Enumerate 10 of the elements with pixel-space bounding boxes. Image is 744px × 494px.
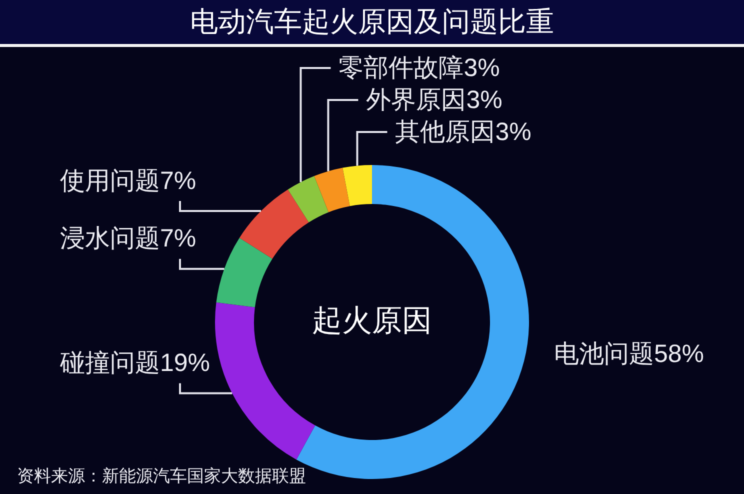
text: 资料来源：新能源汽车国家大数据联盟 bbox=[17, 466, 306, 486]
chart-title: 电动汽车起火原因及问题比重 bbox=[0, 0, 744, 47]
slice-label: 碰撞问题19% bbox=[59, 349, 210, 378]
slice-label: 浸水问题7% bbox=[60, 224, 196, 253]
slice-label: 外界原因3% bbox=[366, 86, 502, 114]
slice-label: 使用问题7% bbox=[60, 166, 196, 195]
slice-label: 电池问题58% bbox=[554, 340, 704, 368]
slice-label: 其他原因3% bbox=[395, 118, 532, 146]
slice-label: 零部件故障3% bbox=[338, 54, 500, 82]
text: 起火原因 bbox=[312, 304, 432, 338]
